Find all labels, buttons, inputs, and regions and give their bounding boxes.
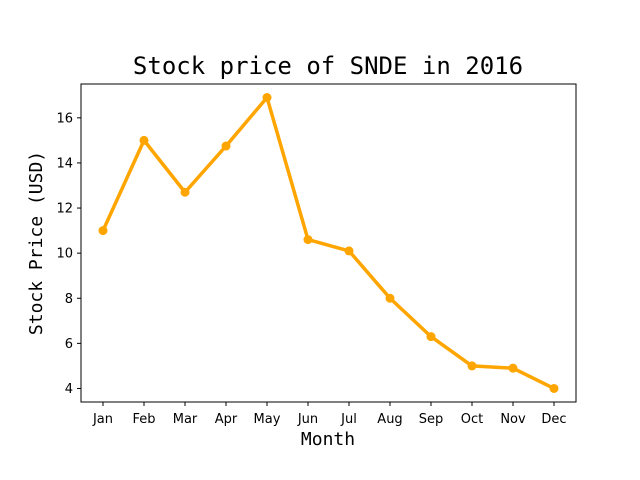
- plot-frame: [80, 83, 577, 403]
- y-axis: 4 6 8 10 12 14 16: [56, 111, 81, 397]
- data-point-aug: [385, 293, 395, 303]
- data-point-dec: [549, 383, 559, 393]
- x-tick-label: Dec: [541, 412, 566, 427]
- x-tick-label: Aug: [377, 412, 402, 427]
- plot-area: 4 6 8 10 12 14 16 Jan Feb Mar Apr May Jun Jul Aug Sep O…: [56, 83, 577, 427]
- x-tick-label: Sep: [419, 412, 444, 427]
- data-point-mar: [180, 187, 190, 197]
- y-tick-label: 14: [56, 156, 73, 171]
- x-tick-label: Apr: [215, 412, 238, 427]
- data-point-may: [262, 93, 272, 103]
- x-tick-label: Feb: [132, 412, 155, 427]
- data-point-nov: [508, 363, 518, 373]
- data-point-oct: [467, 361, 477, 371]
- x-axis: Jan Feb Mar Apr May Jun Jul Aug Sep Oct Nov Dec: [92, 402, 567, 427]
- y-tick-label: 10: [56, 247, 73, 262]
- data-point-feb: [139, 135, 149, 145]
- x-tick-label: Nov: [500, 412, 526, 427]
- data-point-jun: [303, 235, 313, 245]
- x-tick-label: Jul: [340, 412, 357, 427]
- data-point-jan: [98, 226, 108, 236]
- x-axis-label: Month: [301, 429, 355, 450]
- series-points: [98, 93, 559, 393]
- y-tick-label: 6: [65, 337, 73, 352]
- data-point-jul: [344, 246, 354, 256]
- series-line: [101, 95, 556, 391]
- x-tick-label: Jun: [297, 412, 318, 427]
- y-axis-label: Stock Price (USD): [26, 151, 47, 335]
- x-tick-label: Mar: [173, 412, 198, 427]
- data-point-sep: [426, 332, 436, 342]
- chart-title: Stock price of SNDE in 2016: [133, 52, 523, 80]
- y-tick-label: 4: [65, 382, 73, 397]
- x-tick-label: Oct: [461, 412, 483, 427]
- y-tick-label: 12: [56, 202, 73, 217]
- x-tick-label: May: [254, 412, 281, 427]
- y-tick-label: 16: [56, 111, 73, 126]
- y-tick-label: 8: [65, 292, 73, 307]
- data-point-apr: [221, 141, 231, 151]
- x-tick-label: Jan: [92, 412, 113, 427]
